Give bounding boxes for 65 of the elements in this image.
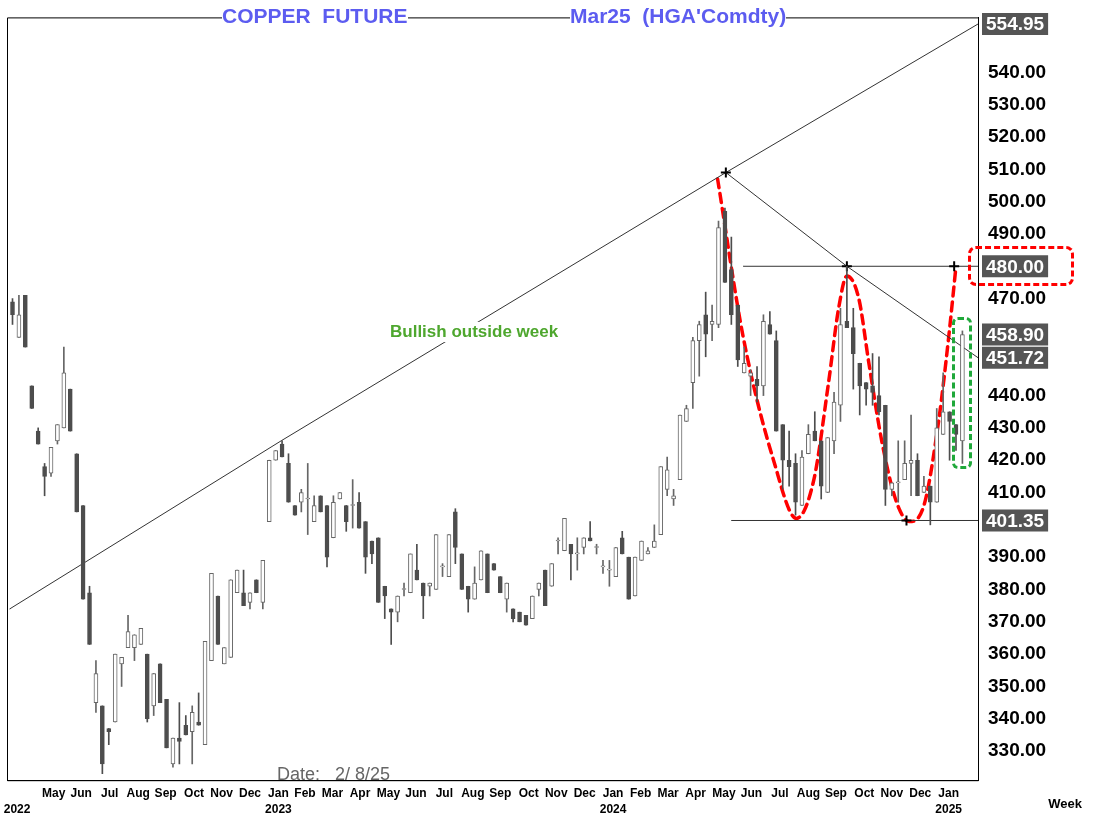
- x-tick-label: Jun: [740, 785, 763, 800]
- x-tick-label: Nov: [210, 785, 234, 800]
- y-tick-label: 380.00: [988, 577, 1047, 599]
- y-tick-label: 470.00: [988, 286, 1047, 308]
- x-tick-label: May: [42, 785, 66, 800]
- x-tick-label: Dec: [238, 785, 262, 800]
- y-tick-label: 510.00: [988, 157, 1047, 179]
- chart-title: COPPER FUTURE: [222, 4, 408, 28]
- y-tick-label: 420.00: [988, 448, 1047, 470]
- annotation: 458.90: [986, 323, 1045, 345]
- y-tick-label: 350.00: [988, 674, 1047, 696]
- x-tick-label: May: [712, 785, 737, 800]
- x2-tick-label: 2023: [265, 802, 293, 817]
- x-tick-label: Nov: [544, 785, 568, 800]
- y-tick-label: 390.00: [988, 545, 1047, 567]
- x-tick-label: Nov: [880, 785, 904, 800]
- y-tick-label: 440.00: [988, 383, 1047, 405]
- x-tick-label: Jul: [101, 785, 119, 800]
- y-tick-label: 520.00: [988, 125, 1047, 147]
- x2-tick-label: 2024: [599, 802, 627, 817]
- data-label: 554.95: [986, 13, 1045, 35]
- x-tick-label: Dec: [573, 785, 596, 800]
- x-tick-label: Oct: [518, 785, 539, 800]
- x-tick-label: Apr: [685, 785, 707, 800]
- x-tick-label: Sep: [154, 785, 177, 800]
- x-tick-label: Mar: [321, 785, 344, 800]
- chart-subtitle: Mar25 (HGA'Comdty): [570, 4, 787, 28]
- x-tick-label: Jul: [771, 785, 789, 800]
- x-tick-label: Oct: [184, 785, 205, 800]
- x-tick-label: Jun: [405, 785, 427, 800]
- y-tick-label: 530.00: [988, 92, 1047, 114]
- x2-tick-label: 2025: [935, 802, 963, 817]
- y-tick-label: 370.00: [988, 610, 1047, 632]
- data-label: 451.72: [986, 346, 1045, 368]
- x-tick-label: Mar: [657, 785, 680, 800]
- x2-tick-label: 2022: [3, 802, 31, 817]
- x-tick-label: Jan: [268, 785, 289, 800]
- x-tick-label: Sep: [824, 785, 847, 800]
- data-label: 480.00: [986, 255, 1045, 277]
- y-tick-label: 410.00: [988, 480, 1047, 502]
- x-tick-label: Jul: [435, 785, 454, 800]
- x-tick-label: Aug: [461, 785, 485, 800]
- x-tick-label: Aug: [126, 785, 150, 800]
- annotation: Bullish outside week: [388, 322, 561, 342]
- annotation: Date: 2/ 8/25: [277, 764, 391, 785]
- y-tick-label: 330.00: [988, 739, 1047, 761]
- x-axis-title: Week: [1048, 796, 1082, 811]
- y-tick-label: 340.00: [988, 707, 1047, 729]
- x-tick-label: Jan: [938, 785, 959, 800]
- x-tick-label: Jan: [602, 785, 624, 800]
- x-tick-label: Sep: [489, 785, 512, 800]
- y-tick-label: 500.00: [988, 189, 1047, 211]
- y-tick-label: 360.00: [988, 642, 1047, 664]
- x-tick-label: Aug: [796, 785, 821, 800]
- y-tick-label: 430.00: [988, 416, 1047, 438]
- y-tick-label: 540.00: [988, 60, 1047, 82]
- data-label: 401.35: [986, 509, 1045, 531]
- x-tick-label: Oct: [854, 785, 875, 800]
- x-tick-label: Feb: [294, 785, 316, 800]
- y-tick-label: 490.00: [988, 222, 1047, 244]
- x-tick-label: Feb: [629, 785, 652, 800]
- x-tick-label: Dec: [909, 785, 932, 800]
- x-tick-label: May: [376, 785, 401, 800]
- x-tick-label: Apr: [349, 785, 371, 800]
- x-tick-label: Jun: [70, 785, 92, 800]
